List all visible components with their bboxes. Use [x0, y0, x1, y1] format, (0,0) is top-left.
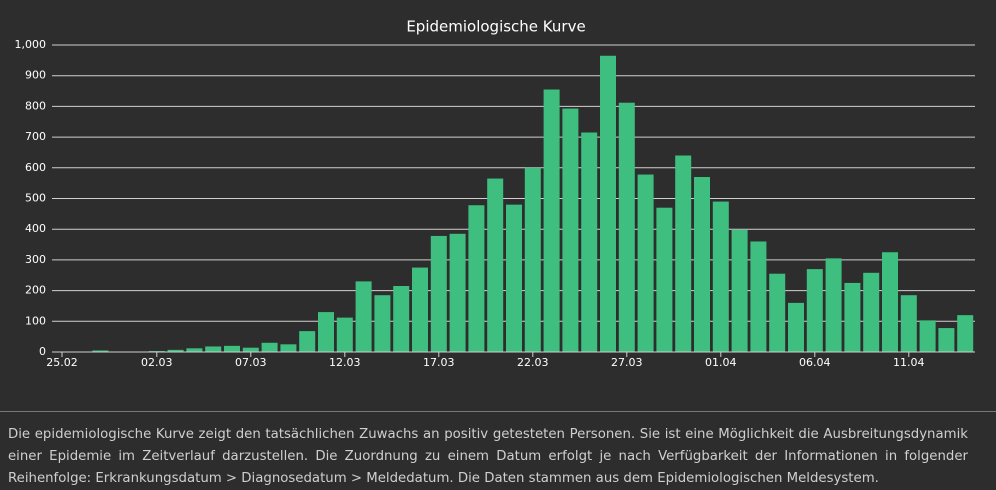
x-tick-label: 02.03: [141, 356, 173, 369]
bar: [713, 202, 729, 352]
y-tick-label: 900: [25, 69, 46, 82]
bar: [863, 273, 879, 352]
chart-title: Epidemiologische Kurve: [406, 18, 585, 36]
bar: [186, 348, 202, 352]
chart: Epidemiologische Kurve 0 100 200 300 400 500 6…: [0, 0, 996, 405]
y-tick-label: 700: [25, 130, 46, 143]
bar: [224, 346, 240, 352]
x-tick-label: 17.03: [423, 356, 455, 369]
y-tick-label: 100: [25, 314, 46, 327]
bar: [600, 56, 616, 352]
bar: [619, 103, 635, 352]
bar: [374, 295, 390, 352]
separator: [0, 411, 996, 412]
bar: [732, 230, 748, 352]
bar: [920, 320, 936, 352]
y-tick-label: 500: [25, 192, 46, 205]
bar: [807, 269, 823, 352]
bar: [280, 344, 296, 352]
x-tick-label: 27.03: [611, 356, 643, 369]
bar: [262, 343, 278, 352]
bar: [506, 205, 522, 352]
x-tick-label: 22.03: [517, 356, 549, 369]
bar: [318, 312, 334, 352]
bar: [468, 205, 484, 352]
x-tick-label: 06.04: [799, 356, 831, 369]
y-tick-label: 1,000: [15, 38, 47, 51]
y-tick-label: 600: [25, 161, 46, 174]
x-tick-label: 25.02: [46, 356, 78, 369]
bar: [882, 252, 898, 352]
bar: [694, 177, 710, 352]
bar: [299, 331, 315, 352]
bar: [450, 234, 466, 352]
x-tick-label: 01.04: [705, 356, 737, 369]
bar: [957, 315, 973, 352]
x-tick-label: 11.04: [893, 356, 925, 369]
bar: [544, 90, 560, 352]
bar: [337, 318, 353, 352]
bar: [826, 258, 842, 352]
bar: [412, 268, 428, 352]
bar: [656, 208, 672, 352]
y-tick-label: 200: [25, 284, 46, 297]
bar: [675, 156, 691, 352]
bar: [750, 241, 766, 352]
description: Die epidemiologische Kurve zeigt den tat…: [8, 424, 968, 490]
bar: [487, 179, 503, 352]
bar: [562, 109, 578, 352]
x-tick-label: 07.03: [235, 356, 267, 369]
bar: [525, 168, 541, 352]
y-tick-label: 0: [39, 345, 46, 358]
bar: [205, 346, 221, 352]
bar: [393, 286, 409, 352]
bar: [243, 348, 259, 352]
y-tick-label: 800: [25, 99, 46, 112]
bar: [431, 236, 447, 352]
y-tick-label: 400: [25, 222, 46, 235]
bar: [901, 295, 917, 352]
y-tick-label: 300: [25, 253, 46, 266]
bar: [356, 281, 372, 352]
bar: [638, 175, 654, 352]
bar: [938, 328, 954, 352]
bar: [769, 274, 785, 352]
bar: [581, 132, 597, 352]
bar: [844, 283, 860, 352]
bar: [788, 303, 804, 352]
x-tick-label: 12.03: [329, 356, 361, 369]
